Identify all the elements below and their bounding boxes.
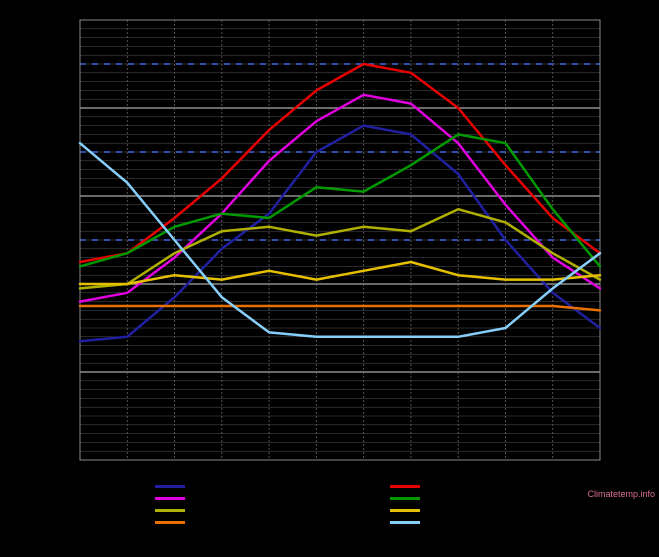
chart-svg bbox=[0, 0, 659, 557]
climate-chart: Climatetemp.info bbox=[0, 0, 659, 557]
legend-swatch-olive bbox=[155, 509, 185, 512]
legend-swatch-gold bbox=[390, 509, 420, 512]
legend-swatch-magenta bbox=[155, 497, 185, 500]
legend-swatch-navy bbox=[155, 485, 185, 488]
legend-swatch-green bbox=[390, 497, 420, 500]
legend-swatch-skyblue bbox=[390, 521, 420, 524]
legend-swatch-red bbox=[390, 485, 420, 488]
series-green bbox=[80, 134, 600, 266]
legend-swatch-orange bbox=[155, 521, 185, 524]
attribution-label: Climatetemp.info bbox=[587, 489, 655, 499]
